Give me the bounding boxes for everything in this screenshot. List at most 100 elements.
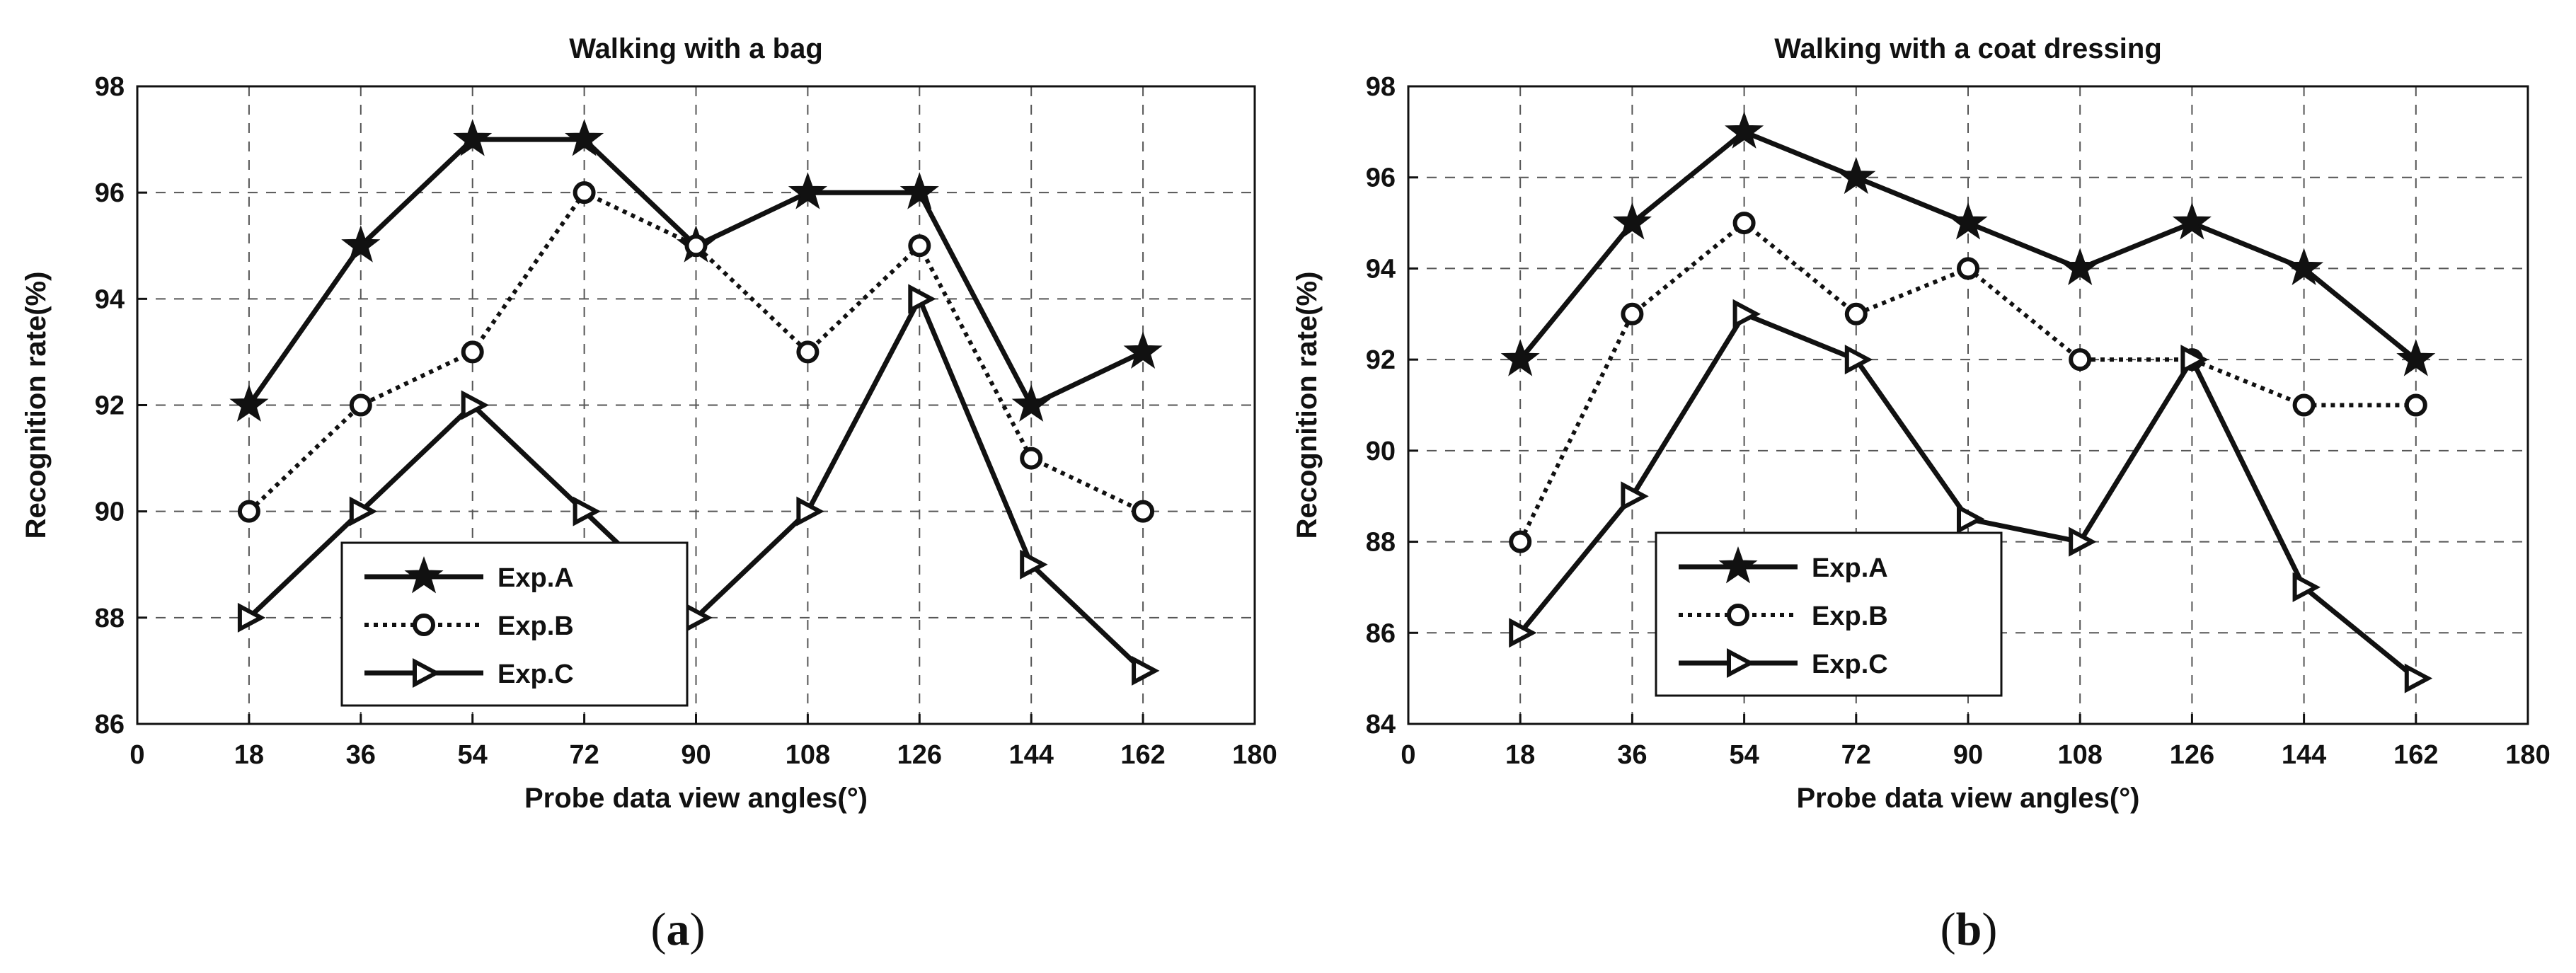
data-point-triangle-right <box>908 284 936 314</box>
data-point-triangle-right <box>1732 299 1761 329</box>
x-tick-label: 36 <box>1617 740 1647 770</box>
y-tick-label: 90 <box>1366 437 1396 466</box>
data-point-star <box>453 119 493 156</box>
data-point-star <box>2172 202 2212 240</box>
data-point-star <box>788 172 827 209</box>
data-point-circle <box>1020 447 1043 470</box>
panel-caption: (b) <box>1940 904 1998 955</box>
legend-label: Exp.A <box>498 563 574 593</box>
y-axis-label: Recognition rate(%) <box>1292 272 1323 539</box>
data-point-triangle-right <box>1132 655 1160 686</box>
data-point-triangle-right <box>461 390 490 420</box>
data-point-circle <box>2404 393 2427 417</box>
data-point-triangle-right <box>2404 663 2433 693</box>
legend-box <box>1655 531 2003 697</box>
legend-label: Exp.B <box>498 611 574 641</box>
x-tick-label: 144 <box>1008 740 1053 770</box>
legend-marker-star <box>1718 546 1758 584</box>
x-tick-label: 54 <box>458 740 488 770</box>
y-tick-label: 96 <box>95 178 125 208</box>
x-tick-label: 180 <box>1232 740 1277 770</box>
data-point-triangle-right <box>1957 504 1985 534</box>
panel-caption: (a) <box>651 904 706 955</box>
legend-label: Exp.C <box>498 660 574 689</box>
y-tick-label: 92 <box>1366 345 1396 375</box>
data-point-triangle-right <box>796 496 824 526</box>
y-tick-label: 94 <box>1366 254 1396 284</box>
legend-label: Exp.A <box>1812 553 1888 583</box>
data-point-star <box>341 225 381 263</box>
chart-title: Walking with a bag <box>569 33 823 64</box>
x-tick-label: 126 <box>897 740 942 770</box>
panel-a: 0 18 36 54 72 90 108 126 144 162 180 86 88 90 92 94 96 98… <box>21 33 1277 955</box>
data-point-circle <box>573 181 596 205</box>
legend-label: Exp.B <box>1812 601 1888 631</box>
legend: Exp.A Exp.B Exp.C <box>340 541 689 707</box>
x-tick-label: 0 <box>1401 740 1415 770</box>
series-line <box>247 190 1144 514</box>
data-point-star <box>1500 339 1540 376</box>
x-tick-label: 54 <box>1729 740 1759 770</box>
y-tick-label: 84 <box>1366 710 1396 739</box>
legend-marker-triangle-right <box>413 658 441 688</box>
data-point-star <box>2396 339 2436 376</box>
y-tick-label: 98 <box>95 72 125 102</box>
data-point-circle <box>1132 500 1155 523</box>
x-tick-label: 180 <box>2505 740 2550 770</box>
legend-box <box>340 541 689 707</box>
data-point-circle <box>1509 530 1532 553</box>
chart-title: Walking with a coat dressing <box>1774 33 2162 64</box>
x-tick-label: 72 <box>569 740 599 770</box>
data-point-triangle-right <box>349 496 378 526</box>
data-point-triangle-right <box>237 602 266 633</box>
legend-marker-circle <box>413 614 435 636</box>
x-axis-label: Probe data view angles(°) <box>524 783 868 814</box>
data-point-circle <box>1732 212 1756 235</box>
legend-marker-triangle-right <box>1727 648 1755 678</box>
data-point-triangle-right <box>1621 481 1649 512</box>
x-tick-label: 144 <box>2282 740 2326 770</box>
x-axis-label: Probe data view angles(°) <box>1796 783 2139 814</box>
x-tick-label: 36 <box>346 740 376 770</box>
x-tick-label: 72 <box>1841 740 1871 770</box>
legend-marker-circle <box>1727 604 1749 626</box>
y-tick-label: 92 <box>95 391 125 421</box>
y-tick-label: 86 <box>1366 618 1396 648</box>
data-point-star <box>1725 111 1764 149</box>
series-exp-a <box>1500 111 2436 376</box>
data-point-star <box>1011 384 1051 422</box>
x-tick-label: 18 <box>234 740 264 770</box>
data-point-star <box>2284 248 2324 285</box>
data-point-circle <box>796 340 820 364</box>
y-axis-label: Recognition rate(%) <box>21 272 52 539</box>
data-point-triangle-right <box>1020 549 1048 580</box>
legend: Exp.A Exp.B Exp.C <box>1655 531 2003 697</box>
series-exp-b <box>237 181 1155 523</box>
x-tick-label: 0 <box>130 740 144 770</box>
x-tick-label: 90 <box>681 740 711 770</box>
data-point-star <box>1948 202 1988 240</box>
y-tick-label: 88 <box>95 604 125 633</box>
y-tick-label: 98 <box>1366 72 1396 102</box>
data-point-circle <box>1621 302 1644 326</box>
data-point-circle <box>684 234 708 258</box>
y-tick-label: 96 <box>1366 163 1396 193</box>
data-point-circle <box>908 234 931 258</box>
data-point-star <box>1836 156 1876 195</box>
data-point-triangle-right <box>1509 618 1537 648</box>
data-point-circle <box>237 500 260 523</box>
legend-label: Exp.C <box>1812 650 1888 679</box>
data-point-circle <box>2292 393 2316 417</box>
data-point-circle <box>1844 302 1868 326</box>
y-tick-label: 90 <box>95 497 125 527</box>
legend-marker-star <box>404 556 444 594</box>
data-point-star <box>1612 202 1652 240</box>
data-point-star <box>229 384 269 422</box>
y-tick-label: 88 <box>1366 528 1396 558</box>
data-point-triangle-right <box>573 496 601 526</box>
data-point-circle <box>2069 348 2092 372</box>
panel-b: 0 18 36 54 72 90 108 126 144 162 180 84 86 88 90 92 94 96… <box>1292 33 2551 955</box>
series-exp-c <box>1509 299 2433 693</box>
x-tick-label: 162 <box>1120 740 1165 770</box>
